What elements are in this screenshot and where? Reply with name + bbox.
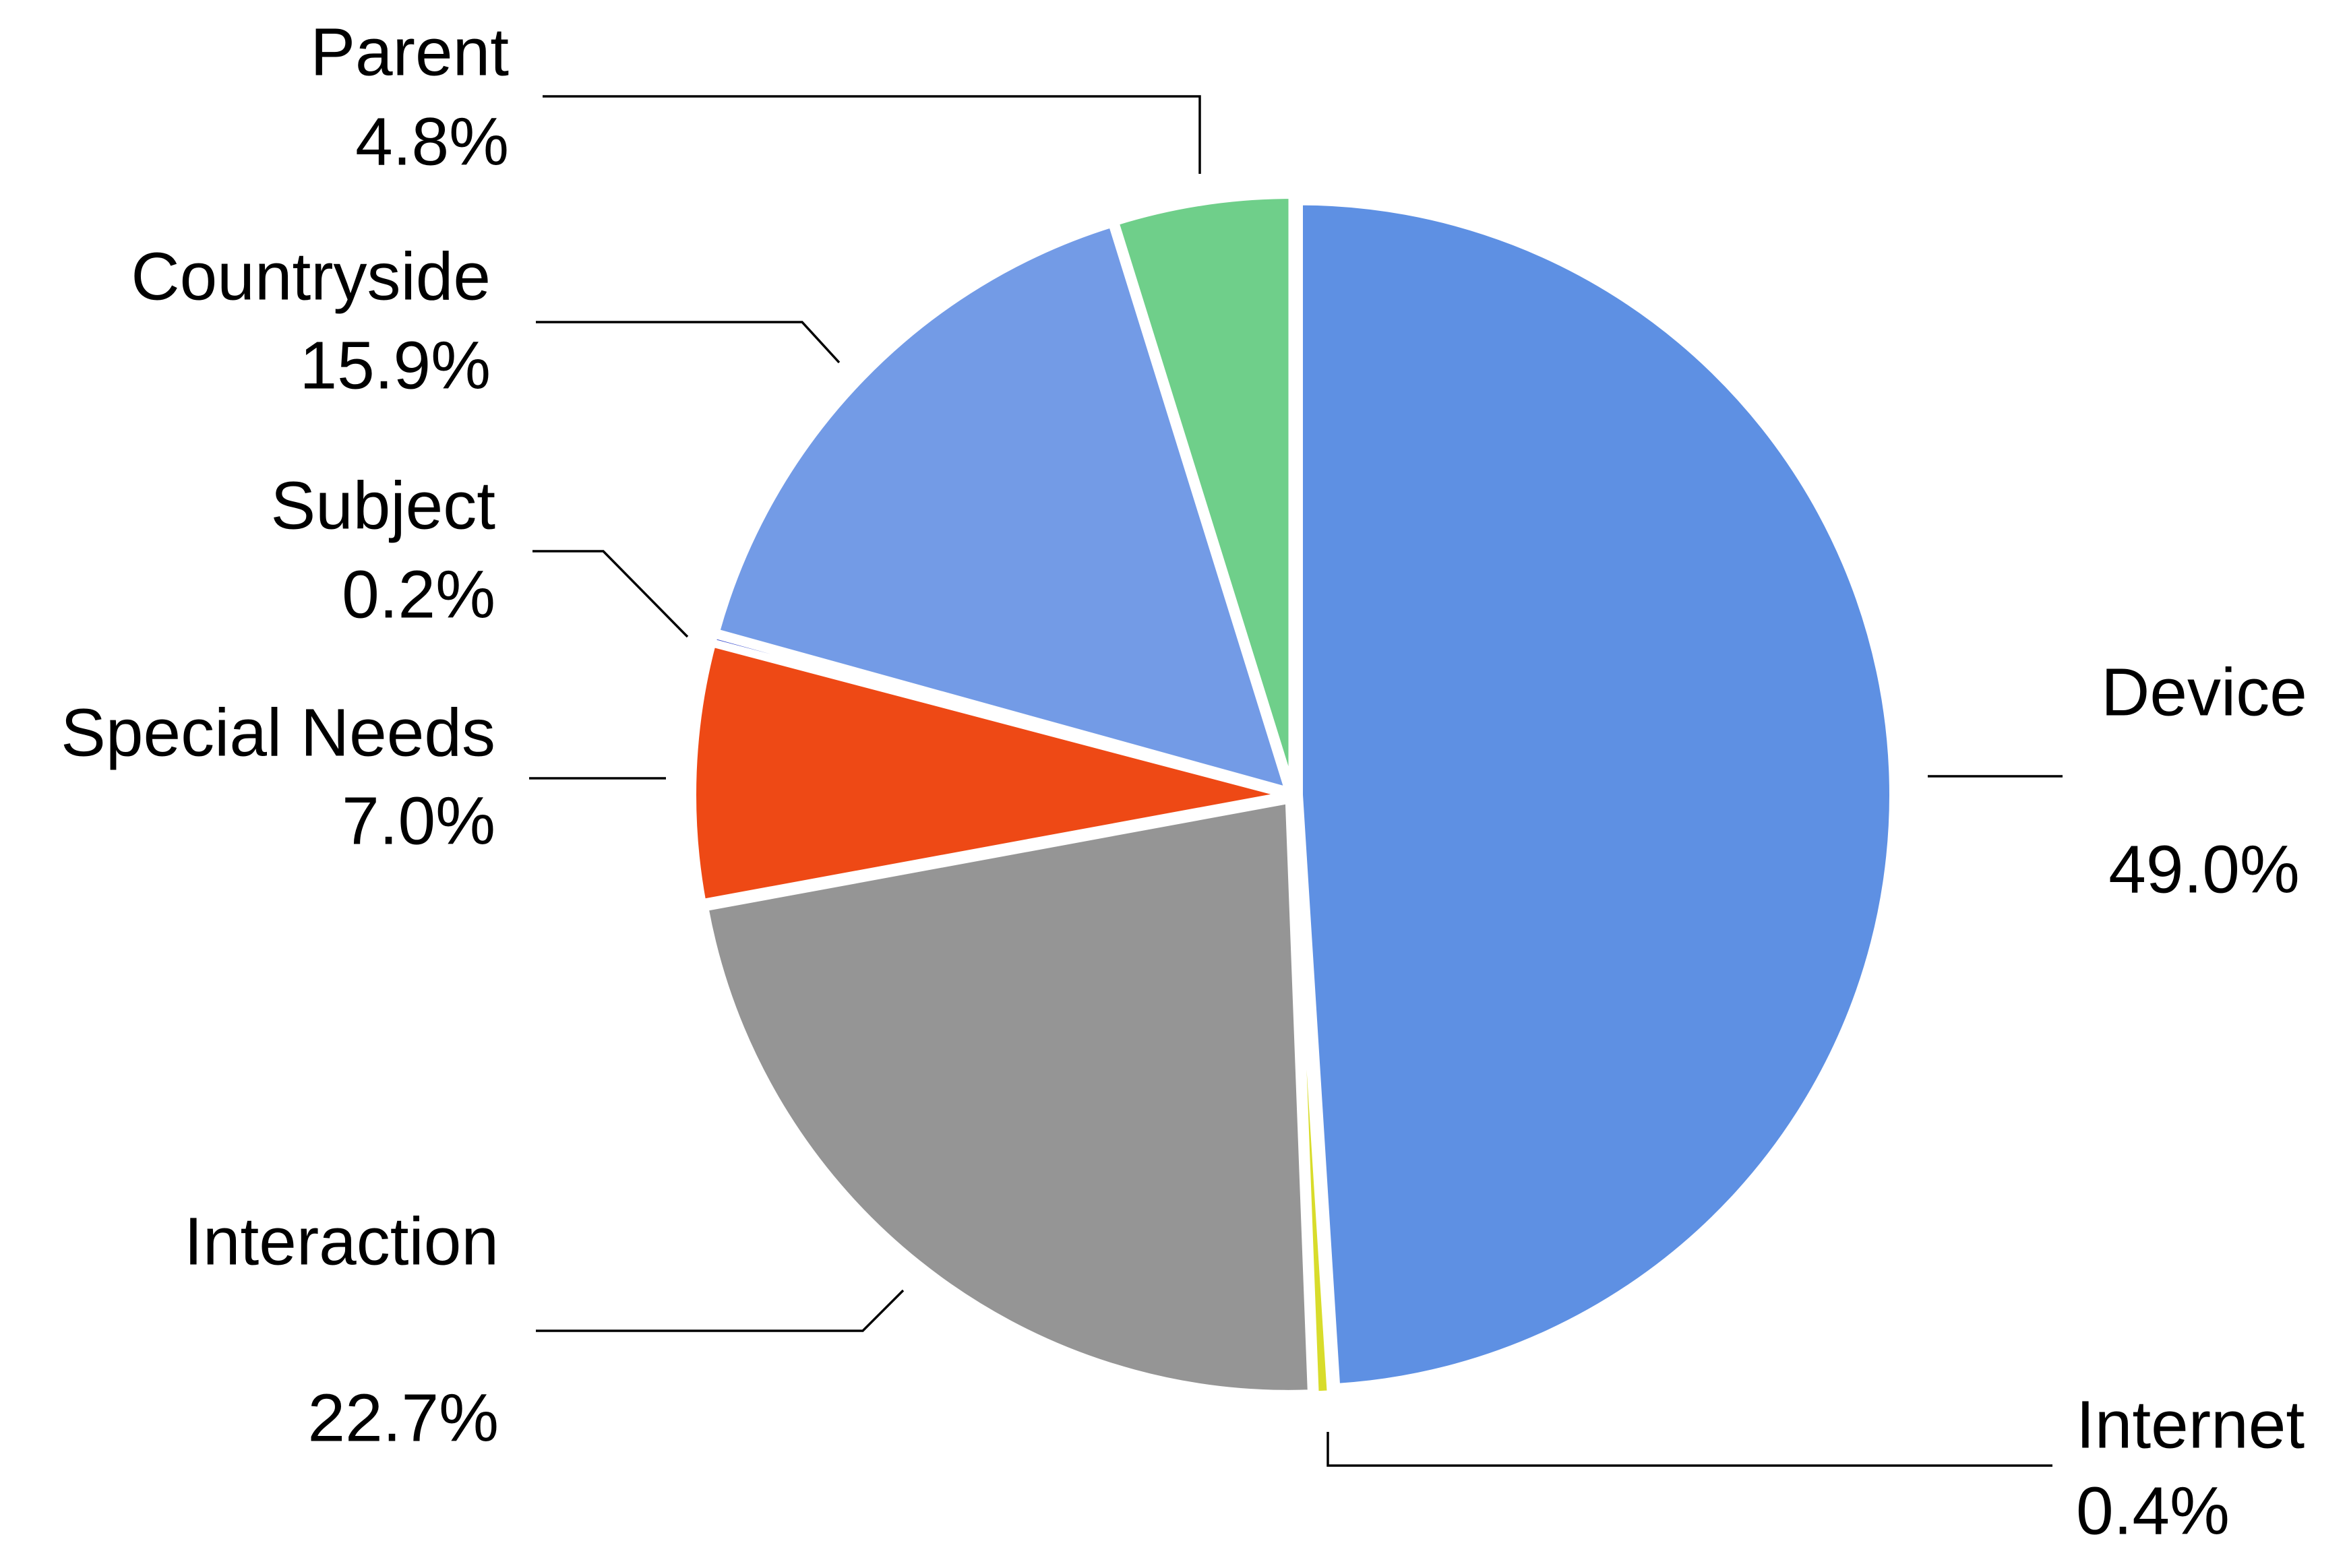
value-label-interaction: 22.7% <box>307 1380 499 1455</box>
label-internet: Internet <box>2076 1387 2305 1462</box>
leader-line-countryside <box>536 321 841 364</box>
label-special-needs: Special Needs <box>61 695 495 770</box>
label-subject: Subject <box>270 468 495 543</box>
leader-line-subject <box>532 550 689 638</box>
value-label-device: 49.0% <box>2108 832 2300 907</box>
label-countryside: Countryside <box>131 239 491 314</box>
value-label-internet: 0.4% <box>2076 1473 2230 1548</box>
leader-line-parent <box>543 95 1201 174</box>
label-device: Device <box>2101 654 2307 730</box>
label-interaction: Interaction <box>184 1203 499 1279</box>
pie-slice-subject <box>709 631 1290 797</box>
leader-line-internet <box>1327 1432 2052 1467</box>
pie-slice-special-needs <box>690 640 1290 906</box>
pie-slice-device <box>1296 198 1896 1390</box>
pie-slices <box>690 192 1896 1398</box>
pie-slice-internet <box>1289 798 1334 1398</box>
data-labels: Device 49.0% Internet 0.4% Interaction 22.7% S… <box>61 14 2307 1548</box>
value-label-countryside: 15.9% <box>299 327 491 403</box>
leader-line-interaction <box>536 1289 905 1332</box>
label-parent: Parent <box>310 14 509 90</box>
pie-slice-parent <box>1112 192 1296 792</box>
pie-slice-countryside <box>712 220 1291 794</box>
value-label-subject: 0.2% <box>342 557 495 632</box>
value-label-parent: 4.8% <box>355 104 509 179</box>
value-label-special-needs: 7.0% <box>342 783 495 858</box>
leader-lines <box>529 95 2063 1467</box>
pie-slice-interaction <box>702 796 1314 1397</box>
